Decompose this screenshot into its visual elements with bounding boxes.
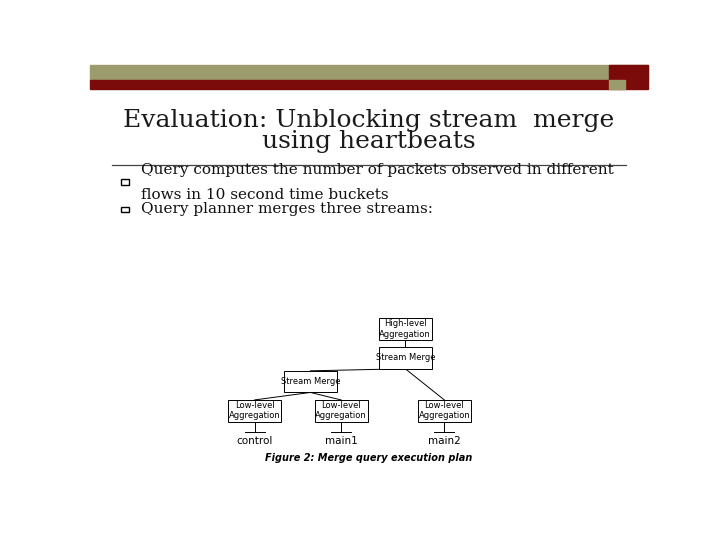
Text: Stream Merge: Stream Merge: [281, 377, 340, 386]
Text: Stream Merge: Stream Merge: [376, 354, 435, 362]
FancyBboxPatch shape: [379, 347, 432, 369]
Text: Evaluation: Unblocking stream  merge: Evaluation: Unblocking stream merge: [123, 110, 615, 132]
Bar: [609, 80, 625, 89]
Bar: [90, 80, 648, 89]
Bar: [609, 65, 648, 80]
Text: High-level
Aggregation: High-level Aggregation: [379, 319, 431, 339]
FancyBboxPatch shape: [284, 371, 337, 393]
FancyBboxPatch shape: [418, 400, 471, 422]
Text: using heartbeats: using heartbeats: [262, 130, 476, 153]
FancyBboxPatch shape: [315, 400, 368, 422]
Text: Low-level
Aggregation: Low-level Aggregation: [315, 401, 367, 421]
Bar: [121, 207, 128, 212]
Text: main2: main2: [428, 436, 461, 446]
FancyBboxPatch shape: [379, 318, 432, 340]
Text: main1: main1: [325, 436, 357, 446]
Text: Low-level
Aggregation: Low-level Aggregation: [418, 401, 470, 421]
Bar: [121, 179, 128, 185]
FancyBboxPatch shape: [228, 400, 281, 422]
Text: Query planner merges three streams:: Query planner merges three streams:: [141, 202, 433, 217]
Text: Figure 2: Merge query execution plan: Figure 2: Merge query execution plan: [265, 453, 473, 463]
Bar: [90, 65, 648, 80]
Text: control: control: [236, 436, 273, 446]
Text: Query computes the number of packets observed in different: Query computes the number of packets obs…: [141, 163, 613, 177]
Text: Low-level
Aggregation: Low-level Aggregation: [229, 401, 281, 421]
Text: flows in 10 second time buckets: flows in 10 second time buckets: [141, 188, 388, 202]
